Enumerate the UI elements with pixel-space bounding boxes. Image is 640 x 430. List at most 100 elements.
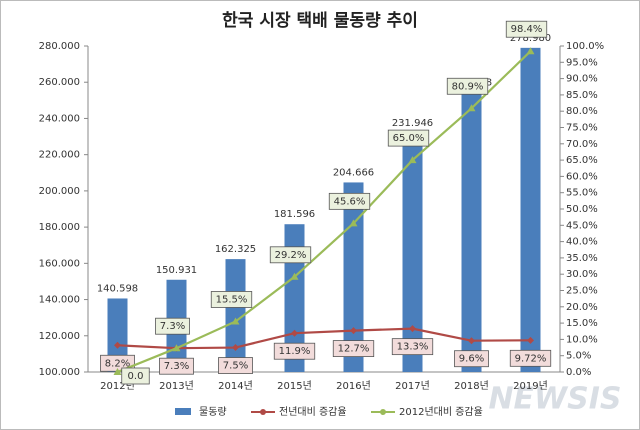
data-label: 150.931	[156, 265, 197, 276]
data-label: 8.2%	[105, 358, 130, 369]
y2-tick-label: 70.0%	[566, 139, 598, 150]
x-tick-label: 2015년	[277, 380, 312, 392]
marker	[349, 219, 358, 227]
data-label: 162.325	[215, 244, 256, 255]
marker	[114, 341, 121, 349]
data-label-box	[218, 357, 253, 374]
data-label-box	[273, 342, 316, 360]
data-label-box	[328, 192, 371, 210]
y2-tick-label: 15.0%	[566, 318, 598, 329]
data-label-box	[155, 317, 190, 335]
marker	[468, 337, 475, 345]
data-label: 29.2%	[275, 250, 307, 261]
x-tick-label: 2019년	[513, 380, 548, 392]
y2-tick-label: 25.0%	[566, 286, 598, 297]
marker	[408, 156, 417, 164]
marker	[232, 344, 239, 352]
y-tick-label: 140.000	[39, 295, 80, 306]
watermark: NEWSIS	[488, 382, 621, 417]
marker	[409, 325, 416, 333]
data-label: 80.9%	[452, 81, 484, 92]
data-label: 0.0	[128, 371, 144, 382]
data-label: 7.3%	[164, 361, 189, 372]
y2-tick-label: 10.0%	[566, 334, 598, 345]
x-tick-label: 2016년	[336, 380, 371, 392]
y2-tick-label: 80.0%	[566, 106, 598, 117]
y2-tick-label: 35.0%	[566, 253, 598, 264]
data-label: 7.3%	[160, 321, 185, 332]
y2-tick-label: 85.0%	[566, 90, 598, 101]
y-tick-label: 260.000	[39, 77, 80, 88]
y2-tick-label: 0.0%	[566, 367, 591, 378]
marker	[231, 317, 240, 325]
data-label: 278.980	[510, 33, 551, 44]
legend-label: 2012년대비 증감율	[399, 406, 483, 418]
y2-tick-label: 65.0%	[566, 155, 598, 166]
y2-tick-label: 100.0%	[566, 41, 604, 52]
y2-tick-label: 30.0%	[566, 269, 598, 280]
y-tick-label: 240.000	[39, 113, 80, 124]
legend-swatch	[260, 409, 266, 415]
y2-tick-label: 90.0%	[566, 74, 598, 85]
data-label-box	[121, 367, 150, 385]
marker	[290, 272, 299, 280]
data-label-box	[210, 291, 253, 308]
legend-label: 전년대비 증감율	[279, 406, 347, 418]
line	[117, 327, 531, 350]
data-label-box	[454, 350, 489, 368]
data-label-box	[159, 357, 194, 375]
y-tick-label: 200.000	[39, 186, 80, 197]
data-label: 13.3%	[397, 342, 429, 353]
chart-title: 한국 시장 택배 물동량 추이	[222, 11, 418, 31]
data-label: 15.5%	[216, 294, 248, 305]
data-label-box	[509, 349, 552, 367]
legend-swatch	[380, 409, 386, 415]
data-label: 140.598	[97, 283, 138, 294]
marker	[291, 329, 298, 337]
line	[117, 50, 532, 374]
data-label: 65.0%	[393, 133, 425, 144]
y2-tick-label: 95.0%	[566, 57, 598, 68]
y-tick-label: 120.000	[39, 331, 80, 342]
data-label: 7.5%	[223, 361, 248, 372]
bar	[461, 92, 482, 373]
marker	[172, 344, 181, 352]
y2-tick-label: 50.0%	[566, 204, 598, 215]
data-label: 11.9%	[279, 346, 311, 357]
bar	[343, 182, 364, 372]
y-tick-label: 180.000	[39, 222, 80, 233]
y-tick-label: 220.000	[39, 150, 80, 161]
data-label-box	[505, 20, 548, 38]
x-tick-label: 2018년	[454, 380, 489, 392]
marker	[526, 47, 535, 55]
y2-tick-label: 5.0%	[566, 351, 591, 362]
marker	[527, 336, 534, 344]
x-tick-label: 2017년	[395, 380, 430, 392]
y-tick-label: 160.000	[39, 258, 80, 269]
data-label: 98.4%	[511, 24, 543, 35]
legend-label: 물동량	[199, 406, 227, 418]
x-tick-label: 2014년	[218, 380, 253, 392]
data-label-box	[387, 129, 430, 147]
marker	[350, 327, 357, 335]
bar	[107, 298, 128, 372]
data-label: 9.6%	[459, 354, 484, 365]
y2-tick-label: 40.0%	[566, 237, 598, 248]
bar	[402, 133, 423, 372]
data-label: 9.72%	[515, 353, 547, 364]
y-tick-label: 100.000	[39, 367, 80, 378]
marker	[467, 104, 476, 112]
bar	[225, 259, 246, 372]
data-label-box	[269, 246, 312, 264]
data-label-box	[332, 340, 375, 357]
marker	[113, 368, 122, 375]
y-tick-label: 280.000	[39, 41, 80, 52]
y2-tick-label: 45.0%	[566, 220, 598, 231]
data-label: 45.6%	[334, 196, 366, 207]
data-label: 181.596	[274, 209, 315, 220]
bar	[520, 47, 541, 373]
data-label: 231.946	[392, 118, 433, 129]
data-label: 12.7%	[338, 344, 370, 355]
data-label: 204.666	[333, 167, 374, 178]
